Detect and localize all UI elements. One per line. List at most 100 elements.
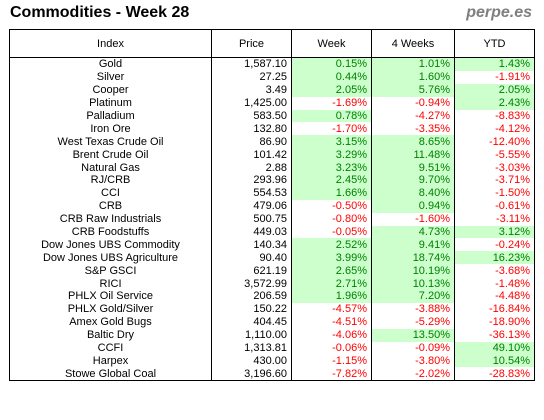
price-cell: 404.45 bbox=[211, 315, 292, 329]
four-week-change-cell: 9.41% bbox=[371, 238, 455, 252]
price-cell: 132.80 bbox=[211, 122, 292, 136]
four-week-change-cell: 11.48% bbox=[371, 148, 455, 162]
price-cell: 86.90 bbox=[211, 135, 292, 149]
week-change-cell: -0.50% bbox=[291, 199, 372, 213]
four-week-change-cell: 1.01% bbox=[371, 57, 455, 71]
ytd-change-cell: 1.43% bbox=[454, 57, 535, 71]
price-cell: 206.59 bbox=[211, 290, 292, 303]
ytd-change-cell: -28.83% bbox=[454, 367, 535, 382]
ytd-change-cell: -3.03% bbox=[454, 161, 535, 175]
table-row: Amex Gold Bugs 404.45 -4.51% -5.29% -18.90% bbox=[9, 315, 535, 329]
week-change-cell: 3.29% bbox=[291, 148, 372, 162]
ytd-change-cell: 3.12% bbox=[454, 225, 535, 239]
week-change-cell: 1.96% bbox=[291, 290, 372, 303]
week-change-cell: -0.05% bbox=[291, 225, 372, 239]
price-cell: 430.00 bbox=[211, 354, 292, 368]
ytd-change-cell: -18.90% bbox=[454, 315, 535, 329]
four-week-change-cell: -4.27% bbox=[371, 109, 455, 123]
four-week-change-cell: 18.74% bbox=[371, 251, 455, 265]
week-change-cell: 2.52% bbox=[291, 238, 372, 252]
ytd-change-cell: -12.40% bbox=[454, 135, 535, 149]
ytd-change-cell: -1.91% bbox=[454, 70, 535, 84]
week-change-cell: -0.80% bbox=[291, 212, 372, 226]
four-week-change-cell: 8.65% bbox=[371, 135, 455, 149]
four-week-change-cell: 8.40% bbox=[371, 186, 455, 200]
table-row: RICI 3,572.99 2.71% 10.13% -1.48% bbox=[9, 277, 535, 291]
index-name-cell: Dow Jones UBS Commodity bbox=[9, 238, 212, 252]
index-name-cell: CCFI bbox=[9, 341, 212, 355]
price-cell: 150.22 bbox=[211, 302, 292, 316]
index-name-cell: PHLX Oil Service bbox=[9, 290, 212, 303]
ytd-change-cell: 2.05% bbox=[454, 83, 535, 97]
column-header-ytd: YTD bbox=[454, 29, 535, 58]
price-cell: 449.03 bbox=[211, 225, 292, 239]
four-week-change-cell: -3.80% bbox=[371, 354, 455, 368]
table-row: Silver 27.25 0.44% 1.60% -1.91% bbox=[9, 70, 535, 84]
index-name-cell: West Texas Crude Oil bbox=[9, 135, 212, 149]
week-change-cell: -0.06% bbox=[291, 341, 372, 355]
table-row: Gold 1,587.10 0.15% 1.01% 1.43% bbox=[9, 57, 535, 71]
index-name-cell: Silver bbox=[9, 70, 212, 84]
week-change-cell: -4.51% bbox=[291, 315, 372, 329]
four-week-change-cell: 4.73% bbox=[371, 225, 455, 239]
table-row: CRB Raw Industrials 500.75 -0.80% -1.60% -3.… bbox=[9, 212, 535, 226]
table-row: PHLX Oil Service 206.59 1.96% 7.20% -4.48% bbox=[9, 290, 535, 303]
price-cell: 1,587.10 bbox=[211, 57, 292, 71]
commodities-table: Index Price Week 4 Weeks YTD Gold 1,587.1… bbox=[9, 29, 535, 382]
index-name-cell: CRB bbox=[9, 199, 212, 213]
price-cell: 140.34 bbox=[211, 238, 292, 252]
index-name-cell: Natural Gas bbox=[9, 161, 212, 175]
price-cell: 1,313.81 bbox=[211, 341, 292, 355]
week-change-cell: 3.15% bbox=[291, 135, 372, 149]
ytd-change-cell: -1.50% bbox=[454, 186, 535, 200]
week-change-cell: -4.06% bbox=[291, 328, 372, 342]
four-week-change-cell: 0.94% bbox=[371, 199, 455, 213]
table-row: Baltic Dry 1,110.00 -4.06% 13.50% -36.13% bbox=[9, 328, 535, 342]
four-week-change-cell: -3.88% bbox=[371, 302, 455, 316]
column-header-index: Index bbox=[9, 29, 212, 58]
index-name-cell: Palladium bbox=[9, 109, 212, 123]
table-row: RJ/CRB 293.96 2.45% 9.70% -3.71% bbox=[9, 174, 535, 187]
four-week-change-cell: 9.70% bbox=[371, 174, 455, 187]
four-week-change-cell: 13.50% bbox=[371, 328, 455, 342]
index-name-cell: Harpex bbox=[9, 354, 212, 368]
table-row: CRB 479.06 -0.50% 0.94% -0.61% bbox=[9, 199, 535, 213]
index-name-cell: CRB Raw Industrials bbox=[9, 212, 212, 226]
table-header-row: Index Price Week 4 Weeks YTD bbox=[9, 29, 535, 58]
index-name-cell: Baltic Dry bbox=[9, 328, 212, 342]
index-name-cell: Platinum bbox=[9, 96, 212, 110]
price-cell: 101.42 bbox=[211, 148, 292, 162]
table-row: Palladium 583.50 0.78% -4.27% -8.83% bbox=[9, 109, 535, 123]
column-header-week: Week bbox=[291, 29, 372, 58]
ytd-change-cell: -36.13% bbox=[454, 328, 535, 342]
brand-watermark: perpe.es bbox=[466, 4, 532, 21]
index-name-cell: CRB Foodstuffs bbox=[9, 225, 212, 239]
ytd-change-cell: 2.43% bbox=[454, 96, 535, 110]
ytd-change-cell: -8.83% bbox=[454, 109, 535, 123]
price-cell: 2.88 bbox=[211, 161, 292, 175]
index-name-cell: Amex Gold Bugs bbox=[9, 315, 212, 329]
price-cell: 1,110.00 bbox=[211, 328, 292, 342]
price-cell: 3,572.99 bbox=[211, 277, 292, 291]
ytd-change-cell: 10.54% bbox=[454, 354, 535, 368]
index-name-cell: Iron Ore bbox=[9, 122, 212, 136]
four-week-change-cell: -2.02% bbox=[371, 367, 455, 382]
index-name-cell: Dow Jones UBS Agriculture bbox=[9, 251, 212, 265]
ytd-change-cell: -3.71% bbox=[454, 174, 535, 187]
page-title: Commodities - Week 28 bbox=[10, 4, 190, 21]
index-name-cell: Brent Crude Oil bbox=[9, 148, 212, 162]
index-name-cell: Cooper bbox=[9, 83, 212, 97]
price-cell: 90.40 bbox=[211, 251, 292, 265]
ytd-change-cell: -0.61% bbox=[454, 199, 535, 213]
four-week-change-cell: -0.09% bbox=[371, 341, 455, 355]
table-row: Harpex 430.00 -1.15% -3.80% 10.54% bbox=[9, 354, 535, 368]
table-row: S&P GSCI 621.19 2.65% 10.19% -3.68% bbox=[9, 264, 535, 278]
ytd-change-cell: -5.55% bbox=[454, 148, 535, 162]
four-week-change-cell: -5.29% bbox=[371, 315, 455, 329]
week-change-cell: 2.65% bbox=[291, 264, 372, 278]
week-change-cell: -1.69% bbox=[291, 96, 372, 110]
four-week-change-cell: 7.20% bbox=[371, 290, 455, 303]
table-row: Platinum 1,425.00 -1.69% -0.94% 2.43% bbox=[9, 96, 535, 110]
week-change-cell: -1.70% bbox=[291, 122, 372, 136]
ytd-change-cell: -4.48% bbox=[454, 290, 535, 303]
